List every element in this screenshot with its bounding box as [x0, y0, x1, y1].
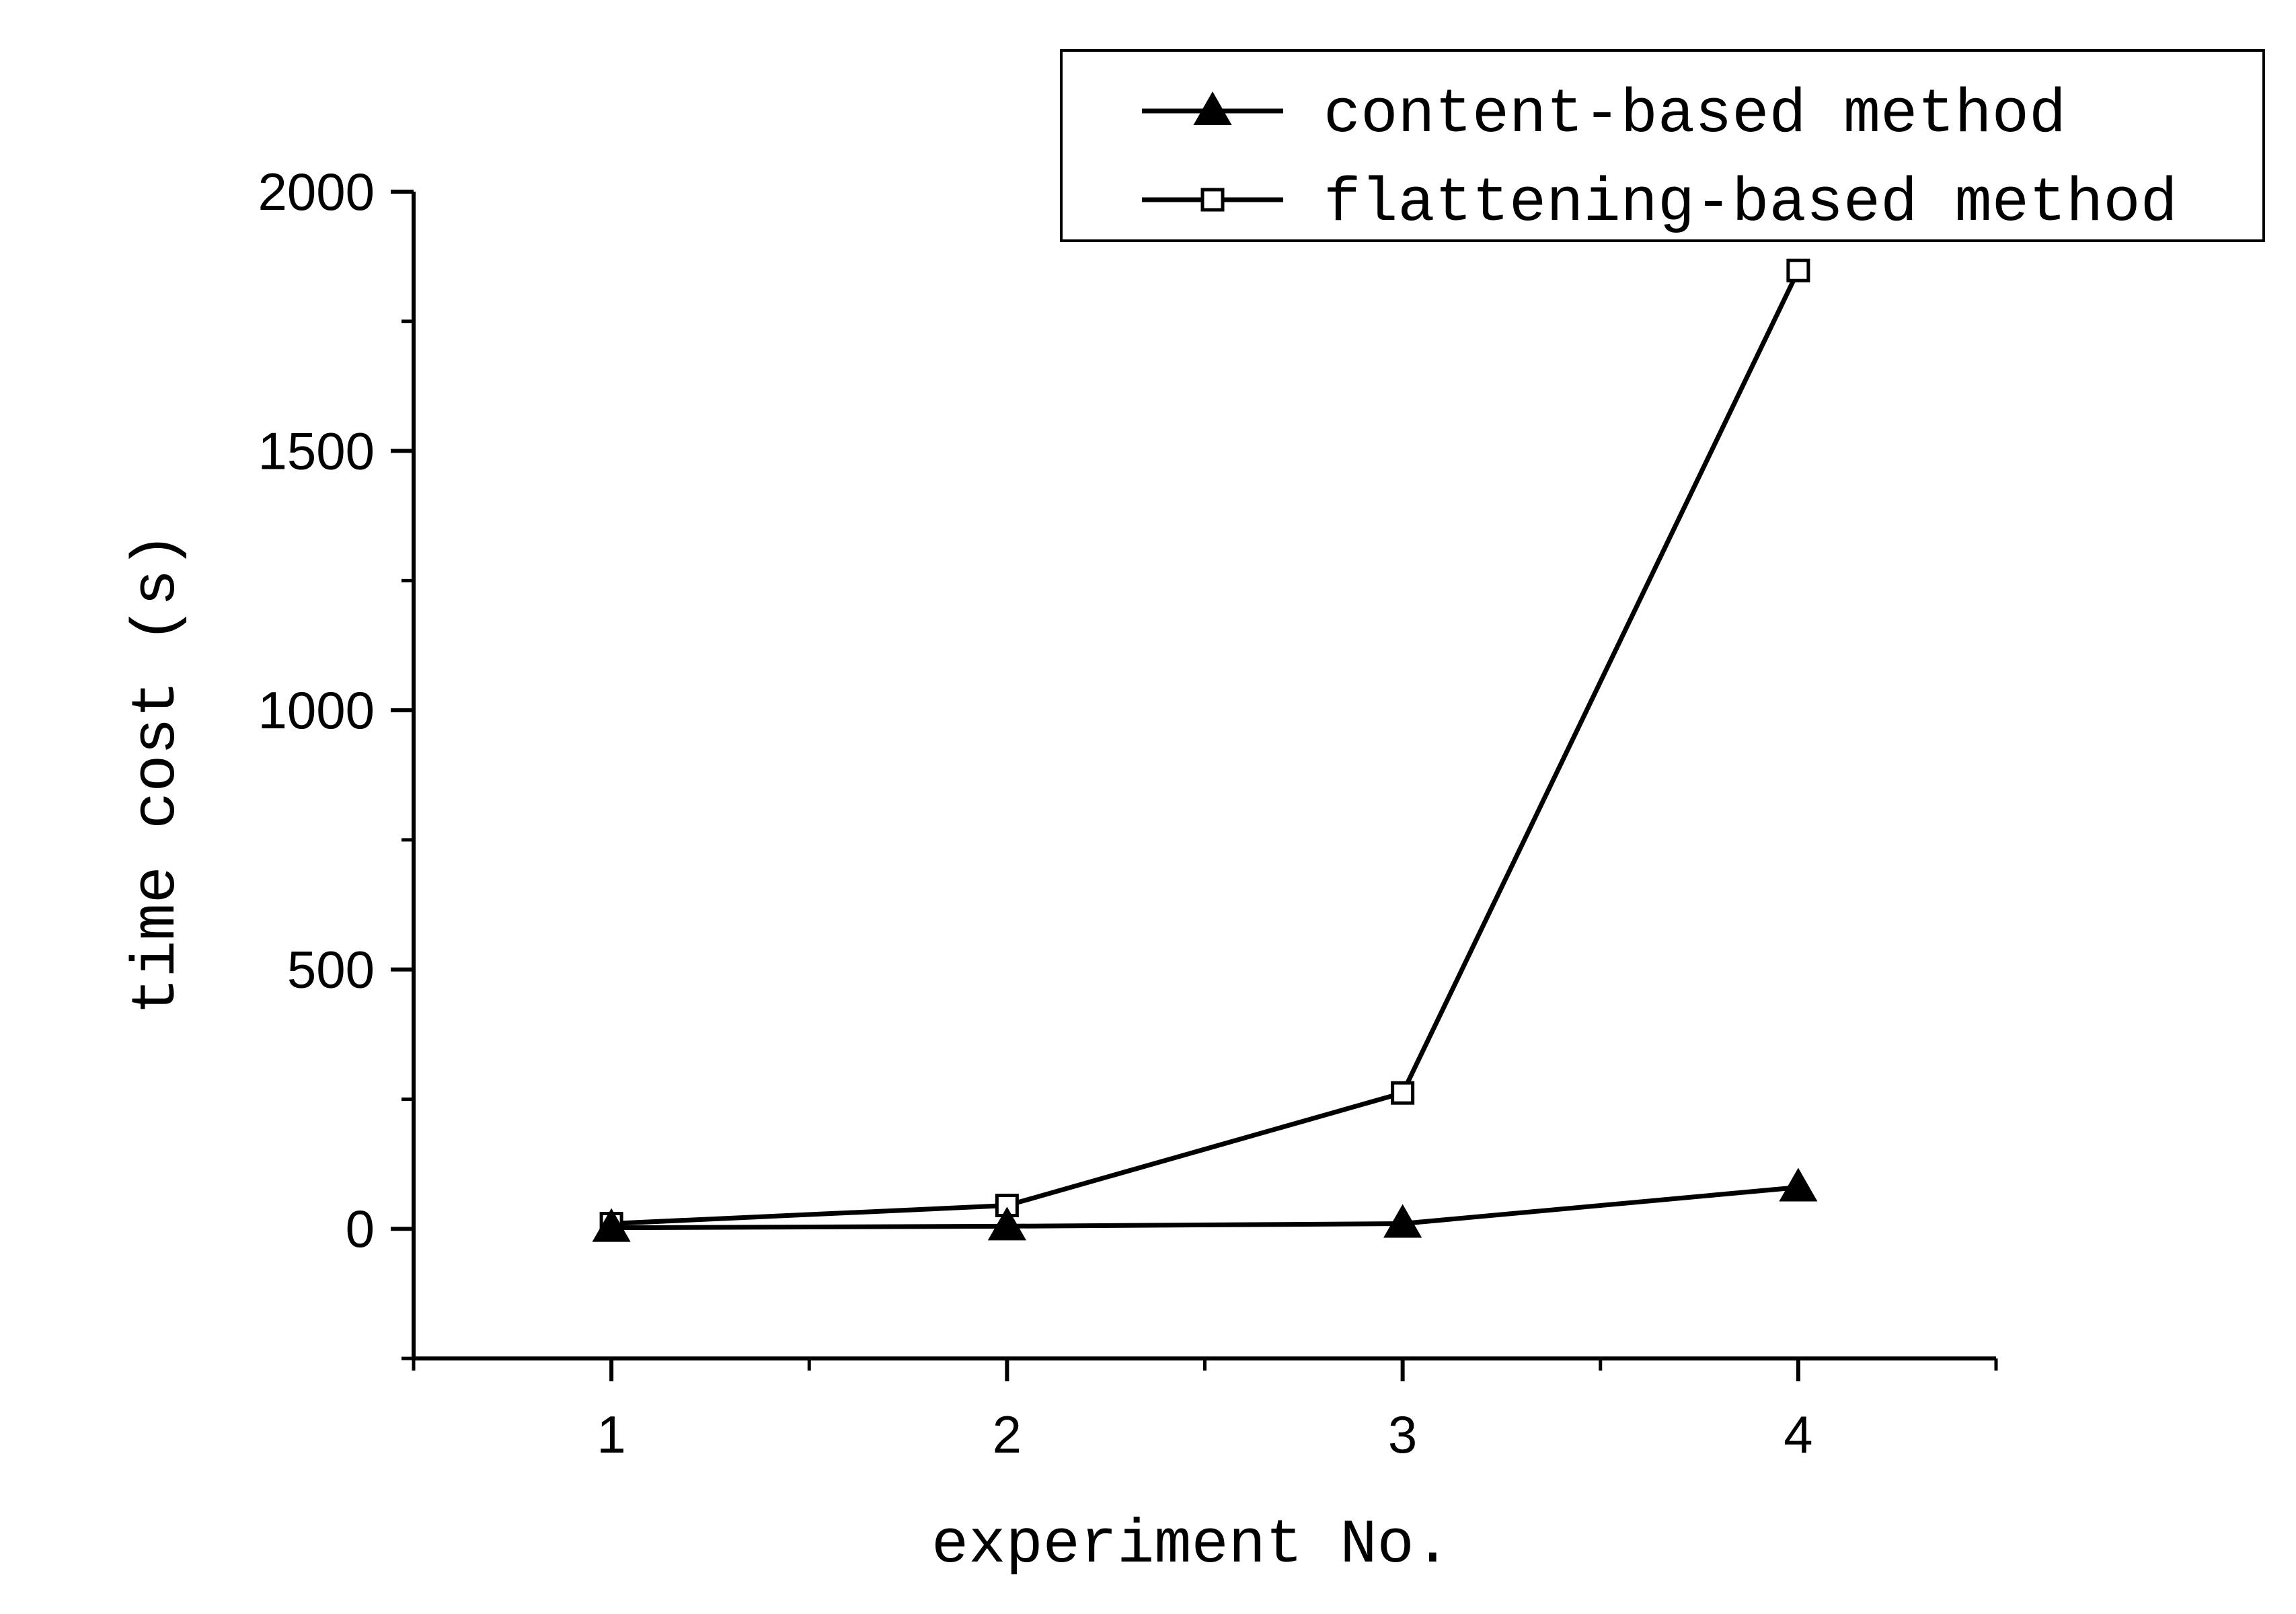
x-tick-label: 2 [993, 1405, 1022, 1464]
y-tick-label: 500 [287, 940, 375, 999]
series-layer [592, 258, 1818, 1242]
y-tick-label: 1500 [258, 422, 375, 481]
y-tick-label: 0 [346, 1199, 375, 1258]
legend-box [1060, 49, 2265, 242]
x-axis-title: experiment No. [931, 1510, 1451, 1580]
legend-marker [1193, 91, 1232, 125]
y-tick-label: 1000 [258, 681, 375, 740]
series-line-content-based [611, 1185, 1799, 1231]
data-point-content-based [1779, 1167, 1818, 1202]
data-point-content-based [1383, 1204, 1422, 1238]
y-axis-title: time cost (s) [122, 532, 192, 1015]
legend-marker [1200, 188, 1225, 212]
data-point-flattening-based [1391, 1081, 1415, 1105]
x-tick-label: 4 [1784, 1405, 1812, 1464]
x-tick-label: 1 [597, 1405, 625, 1464]
legend-label: flattening-based method [1324, 168, 2178, 239]
x-tick-label: 3 [1388, 1405, 1417, 1464]
y-tick-label: 2000 [258, 162, 375, 221]
series-line-flattening-based [611, 269, 1801, 1227]
data-point-flattening-based [1786, 258, 1810, 282]
legend: content-based method flattening-based met… [1060, 49, 2265, 242]
data-point-content-based [592, 1208, 631, 1242]
data-point-content-based [987, 1206, 1026, 1241]
legend-label: content-based method [1324, 79, 2066, 150]
axes: 0 500 1000 1500 2000 1 2 3 4 [258, 162, 1998, 1464]
